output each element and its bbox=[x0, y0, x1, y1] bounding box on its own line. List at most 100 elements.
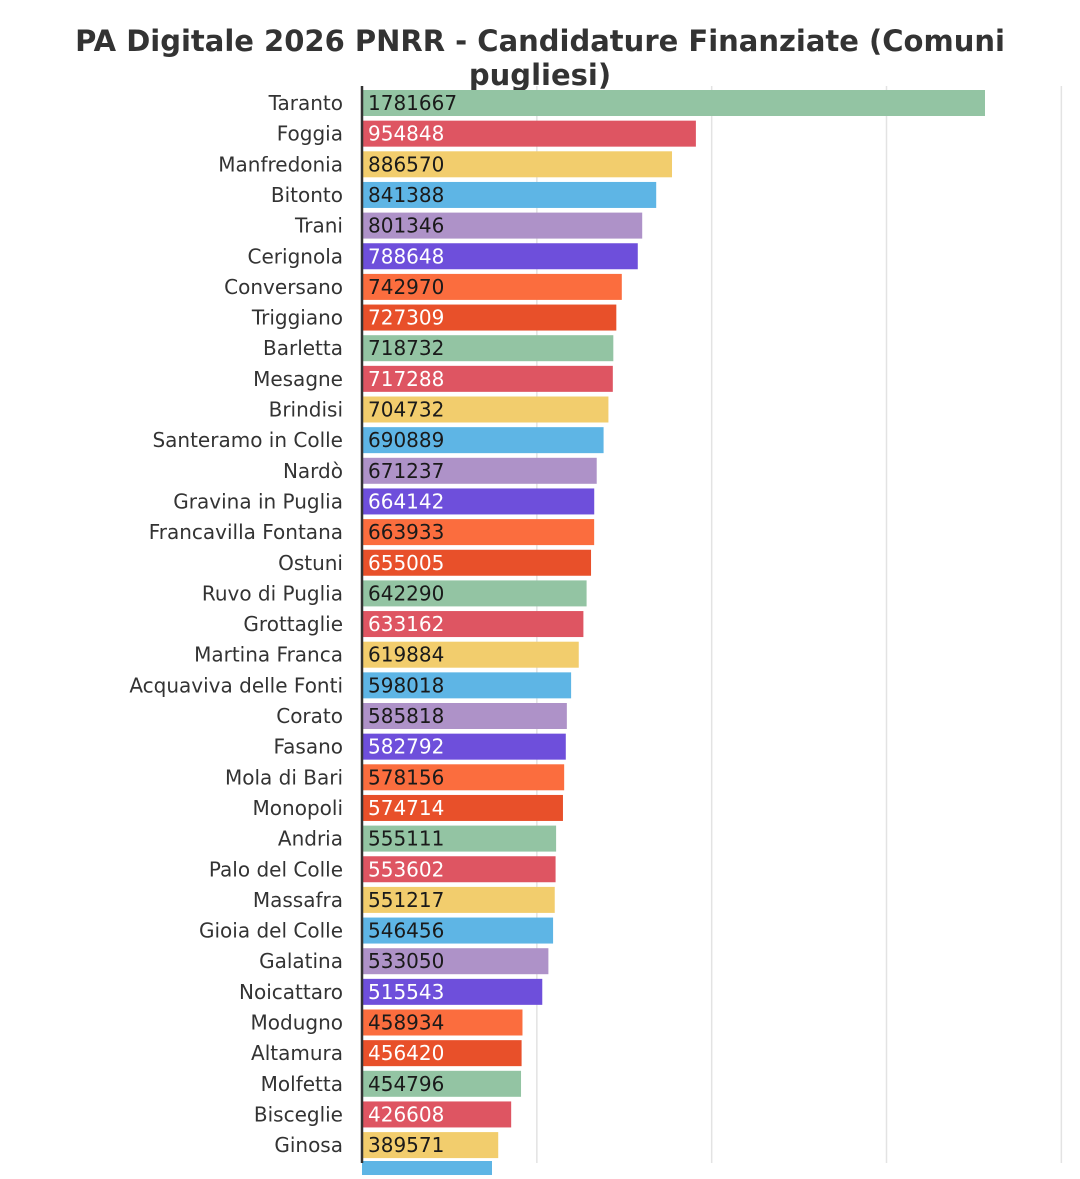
category-label: Galatina bbox=[259, 949, 343, 973]
category-label: Gravina in Puglia bbox=[173, 489, 343, 513]
category-label: Palo del Colle bbox=[209, 857, 343, 881]
bar bbox=[362, 1132, 499, 1159]
category-label: Nardò bbox=[283, 459, 343, 483]
category-label: Santeramo in Colle bbox=[152, 428, 343, 452]
value-label: 642290 bbox=[368, 581, 444, 605]
category-label: Mesagne bbox=[253, 367, 343, 391]
category-label: Andria bbox=[278, 827, 343, 851]
category-label: Modugno bbox=[251, 1011, 343, 1035]
category-label: Trani bbox=[294, 214, 343, 238]
category-label: Manfredonia bbox=[218, 152, 343, 176]
bar bbox=[362, 427, 604, 454]
bar bbox=[362, 396, 609, 423]
category-label: Massafra bbox=[253, 888, 343, 912]
bar bbox=[362, 672, 572, 699]
value-label: 456420 bbox=[368, 1041, 444, 1065]
bar bbox=[362, 856, 556, 883]
value-label: 582792 bbox=[368, 735, 444, 759]
bar bbox=[362, 519, 595, 546]
bar bbox=[362, 641, 579, 668]
category-label: Taranto bbox=[268, 91, 343, 115]
value-label: 801346 bbox=[368, 214, 444, 238]
value-label: 578156 bbox=[368, 765, 444, 789]
bar bbox=[362, 212, 643, 239]
value-label: 704732 bbox=[368, 398, 444, 422]
bar bbox=[362, 549, 592, 576]
category-label: Francavilla Fontana bbox=[149, 520, 343, 544]
bar bbox=[362, 488, 595, 515]
category-label: Bitonto bbox=[271, 183, 343, 207]
bar bbox=[362, 764, 565, 791]
category-labels: Taranto Foggia Manfredonia Bitonto Trani Ceri… bbox=[129, 91, 343, 1157]
category-label: Monopoli bbox=[253, 796, 343, 820]
value-label: 574714 bbox=[368, 796, 444, 820]
category-label: Gioia del Colle bbox=[199, 919, 343, 943]
value-label: 742970 bbox=[368, 275, 444, 299]
bars bbox=[360, 86, 985, 1175]
category-label: Altamura bbox=[251, 1041, 343, 1065]
category-label: Martina Franca bbox=[194, 643, 343, 667]
value-label: 515543 bbox=[368, 980, 444, 1004]
value-label: 671237 bbox=[368, 459, 444, 483]
value-label: 655005 bbox=[368, 551, 444, 575]
bar bbox=[362, 917, 554, 944]
value-label: 553602 bbox=[368, 857, 444, 881]
bar bbox=[362, 335, 614, 362]
value-label: 663933 bbox=[368, 520, 444, 544]
bar bbox=[362, 90, 985, 116]
value-label: 954848 bbox=[368, 122, 444, 146]
category-label: Foggia bbox=[277, 122, 343, 146]
category-label: Fasano bbox=[273, 735, 343, 759]
bar bbox=[362, 825, 557, 852]
value-labels: 1781667 954848 886570 841388 801346 788648 742… bbox=[368, 91, 457, 1157]
bar bbox=[362, 120, 696, 147]
value-label: 788648 bbox=[368, 244, 444, 268]
value-label: 426608 bbox=[368, 1102, 444, 1126]
bar bbox=[362, 1070, 522, 1097]
value-label: 727309 bbox=[368, 306, 444, 330]
value-label: 619884 bbox=[368, 643, 444, 667]
value-label: 664142 bbox=[368, 489, 444, 513]
bar bbox=[362, 886, 555, 913]
bar bbox=[362, 580, 587, 607]
bar bbox=[362, 181, 657, 208]
value-label: 585818 bbox=[368, 704, 444, 728]
value-label: 690889 bbox=[368, 428, 444, 452]
value-label: 546456 bbox=[368, 919, 444, 943]
bar bbox=[362, 611, 584, 638]
category-label: Brindisi bbox=[269, 398, 343, 422]
value-label: 717288 bbox=[368, 367, 444, 391]
bar bbox=[362, 948, 549, 975]
bar bbox=[362, 703, 567, 729]
value-label: 454796 bbox=[368, 1072, 444, 1096]
category-label: Cerignola bbox=[248, 244, 343, 268]
value-label: 841388 bbox=[368, 183, 444, 207]
category-label: Mola di Bari bbox=[225, 765, 343, 789]
category-label: Conversano bbox=[224, 275, 343, 299]
bar bbox=[362, 365, 613, 392]
category-label: Triggiano bbox=[251, 306, 343, 330]
value-label: 1781667 bbox=[368, 91, 457, 115]
category-label: Molfetta bbox=[261, 1072, 343, 1096]
bar bbox=[362, 733, 566, 760]
category-label: Barletta bbox=[263, 336, 343, 360]
value-label: 633162 bbox=[368, 612, 444, 636]
bar bbox=[362, 1101, 512, 1128]
value-label: 389571 bbox=[368, 1133, 444, 1157]
bar bbox=[362, 273, 622, 300]
value-label: 718732 bbox=[368, 336, 444, 360]
bar bbox=[362, 304, 617, 331]
bar bbox=[362, 1040, 522, 1067]
category-label: Grottaglie bbox=[243, 612, 343, 636]
bar bbox=[362, 151, 673, 178]
category-label: Ginosa bbox=[274, 1133, 343, 1157]
bar bbox=[362, 1009, 523, 1036]
category-label: Ostuni bbox=[278, 551, 343, 575]
bar bbox=[362, 243, 638, 270]
bar bbox=[362, 978, 543, 1005]
category-label: Bisceglie bbox=[254, 1102, 343, 1126]
category-label: Ruvo di Puglia bbox=[202, 581, 343, 605]
category-label: Corato bbox=[276, 704, 343, 728]
value-label: 886570 bbox=[368, 152, 444, 176]
